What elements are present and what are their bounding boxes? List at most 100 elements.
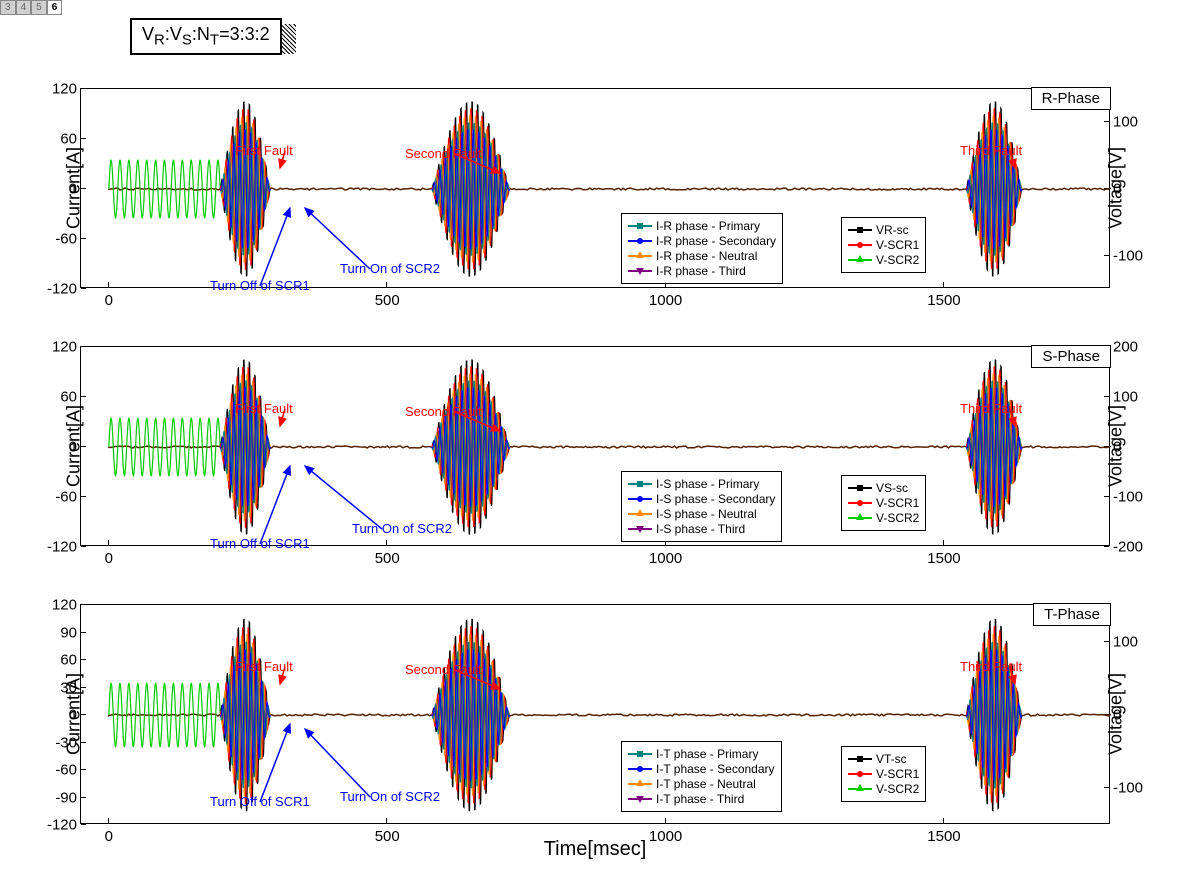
y-tick-left: 0 [41,181,77,198]
y-tick-left: -30 [41,734,77,751]
ratio-title: VR:VS:NT=3:3:2 [130,18,282,55]
y-tick-right: -200 [1113,539,1149,556]
annotation-fault: Third Fault [960,401,1022,416]
annotation-scr: Turn On of SCR2 [340,789,440,804]
plot-frame: Current[A]Voltage[V]-120-60060120-200-10… [80,346,1110,546]
y-tick-left: -60 [41,489,77,506]
annotation-fault: Second Fault [405,146,482,161]
legend-item: V-SCR1 [848,767,919,781]
legend-item: I-R phase - Neutral [628,249,776,263]
y-tick-left: 0 [41,707,77,724]
waveform-svg [81,347,1111,547]
legend-label: I-S phase - Primary [656,477,759,491]
legend-item: VR-sc [848,223,919,237]
legend-item: I-T phase - Primary [628,747,775,761]
legend-item: I-S phase - Third [628,522,775,536]
plot-frame: Current[A]Voltage[V]-120-60060120-100010… [80,88,1110,288]
phase-label: R-Phase [1031,87,1111,110]
y-tick-right: -100 [1113,489,1149,506]
legend-item: I-S phase - Secondary [628,492,775,506]
y-tick-left: 60 [41,652,77,669]
y-tick-left: -120 [41,281,77,298]
plot-frame: Current[A]Voltage[V]-120-90-60-300306090… [80,604,1110,824]
legend-label: I-R phase - Third [656,264,746,278]
legend-item: V-SCR2 [848,253,919,267]
legend-label: I-R phase - Secondary [656,234,776,248]
waveform-svg [81,605,1111,825]
legend-item: I-R phase - Third [628,264,776,278]
legend-label: VS-sc [876,481,908,495]
annotation-fault: Second Fault [405,404,482,419]
chart-area: VR:VS:NT=3:3:2 Current[A]Voltage[V]-120-… [20,18,1170,858]
annotation-fault: First Fault [235,659,293,674]
legend-label: V-SCR2 [876,782,919,796]
legend-item: VT-sc [848,752,919,766]
annotation-fault: First Fault [235,401,293,416]
legend-label: V-SCR2 [876,253,919,267]
y-tick-left: 60 [41,389,77,406]
legend-label: V-SCR1 [876,496,919,510]
legend-item: I-T phase - Third [628,792,775,806]
y-tick-left: -60 [41,231,77,248]
y-tick-left: -120 [41,539,77,556]
tab-4[interactable]: 4 [16,0,32,15]
legend-item: V-SCR1 [848,496,919,510]
legend-voltage: VS-scV-SCR1V-SCR2 [841,475,926,531]
legend-item: I-T phase - Secondary [628,762,775,776]
y-tick-left: 120 [41,81,77,98]
y-tick-right: 200 [1113,339,1149,356]
annotation-scr: Turn On of SCR2 [352,521,452,536]
annotation-scr: Turn Off of SCR1 [210,536,310,551]
tab-3[interactable]: 3 [0,0,16,15]
legend-item: V-SCR2 [848,782,919,796]
annotation-scr: Turn Off of SCR1 [210,794,310,809]
legend-label: I-R phase - Neutral [656,249,757,263]
legend-item: I-R phase - Primary [628,219,776,233]
tab-6[interactable]: 6 [47,0,63,15]
y-tick-right: 100 [1113,114,1149,131]
annotation-fault: Third Fault [960,143,1022,158]
phase-label: T-Phase [1033,603,1111,626]
x-tick: 1500 [927,828,960,845]
subplot-t: Current[A]Voltage[V]-120-90-60-300306090… [80,564,1110,880]
legend-item: I-T phase - Neutral [628,777,775,791]
x-tick: 0 [105,828,113,845]
legend-label: V-SCR2 [876,511,919,525]
annotation-fault: Second Fault [405,662,482,677]
x-axis-label: Time[msec] [544,838,647,861]
subplot-r: Current[A]Voltage[V]-120-60060120-100010… [80,48,1110,296]
legend-current: I-R phase - PrimaryI-R phase - Secondary… [621,213,783,284]
legend-label: V-SCR1 [876,238,919,252]
y-tick-left: 0 [41,439,77,456]
legend-item: VS-sc [848,481,919,495]
legend-label: I-T phase - Primary [656,747,758,761]
subplot-s: Current[A]Voltage[V]-120-60060120-200-10… [80,306,1110,554]
y-tick-right: 100 [1113,633,1149,650]
y-tick-left: -120 [41,817,77,834]
legend-label: I-S phase - Third [656,522,745,536]
waveform-svg [81,89,1111,289]
legend-voltage: VT-scV-SCR1V-SCR2 [841,746,926,802]
legend-label: VT-sc [876,752,907,766]
legend-label: I-R phase - Primary [656,219,760,233]
tab-5[interactable]: 5 [31,0,47,15]
y-tick-left: 60 [41,131,77,148]
legend-label: V-SCR1 [876,767,919,781]
y-tick-right: 0 [1113,181,1149,198]
annotation-fault: Third Fault [960,659,1022,674]
annotation-scr: Turn Off of SCR1 [210,278,310,293]
y-tick-right: -100 [1113,247,1149,264]
y-tick-right: 100 [1113,389,1149,406]
legend-label: VR-sc [876,223,909,237]
y-tick-left: 120 [41,339,77,356]
legend-item: V-SCR1 [848,238,919,252]
y-tick-right: 0 [1113,439,1149,456]
tab-strip: 3 4 5 6 [0,0,62,15]
legend-current: I-S phase - PrimaryI-S phase - Secondary… [621,471,782,542]
x-tick: 1000 [649,828,682,845]
legend-label: I-S phase - Neutral [656,507,757,521]
legend-label: I-T phase - Secondary [656,762,775,776]
y-tick-right: 0 [1113,707,1149,724]
legend-label: I-S phase - Secondary [656,492,775,506]
legend-item: I-R phase - Secondary [628,234,776,248]
